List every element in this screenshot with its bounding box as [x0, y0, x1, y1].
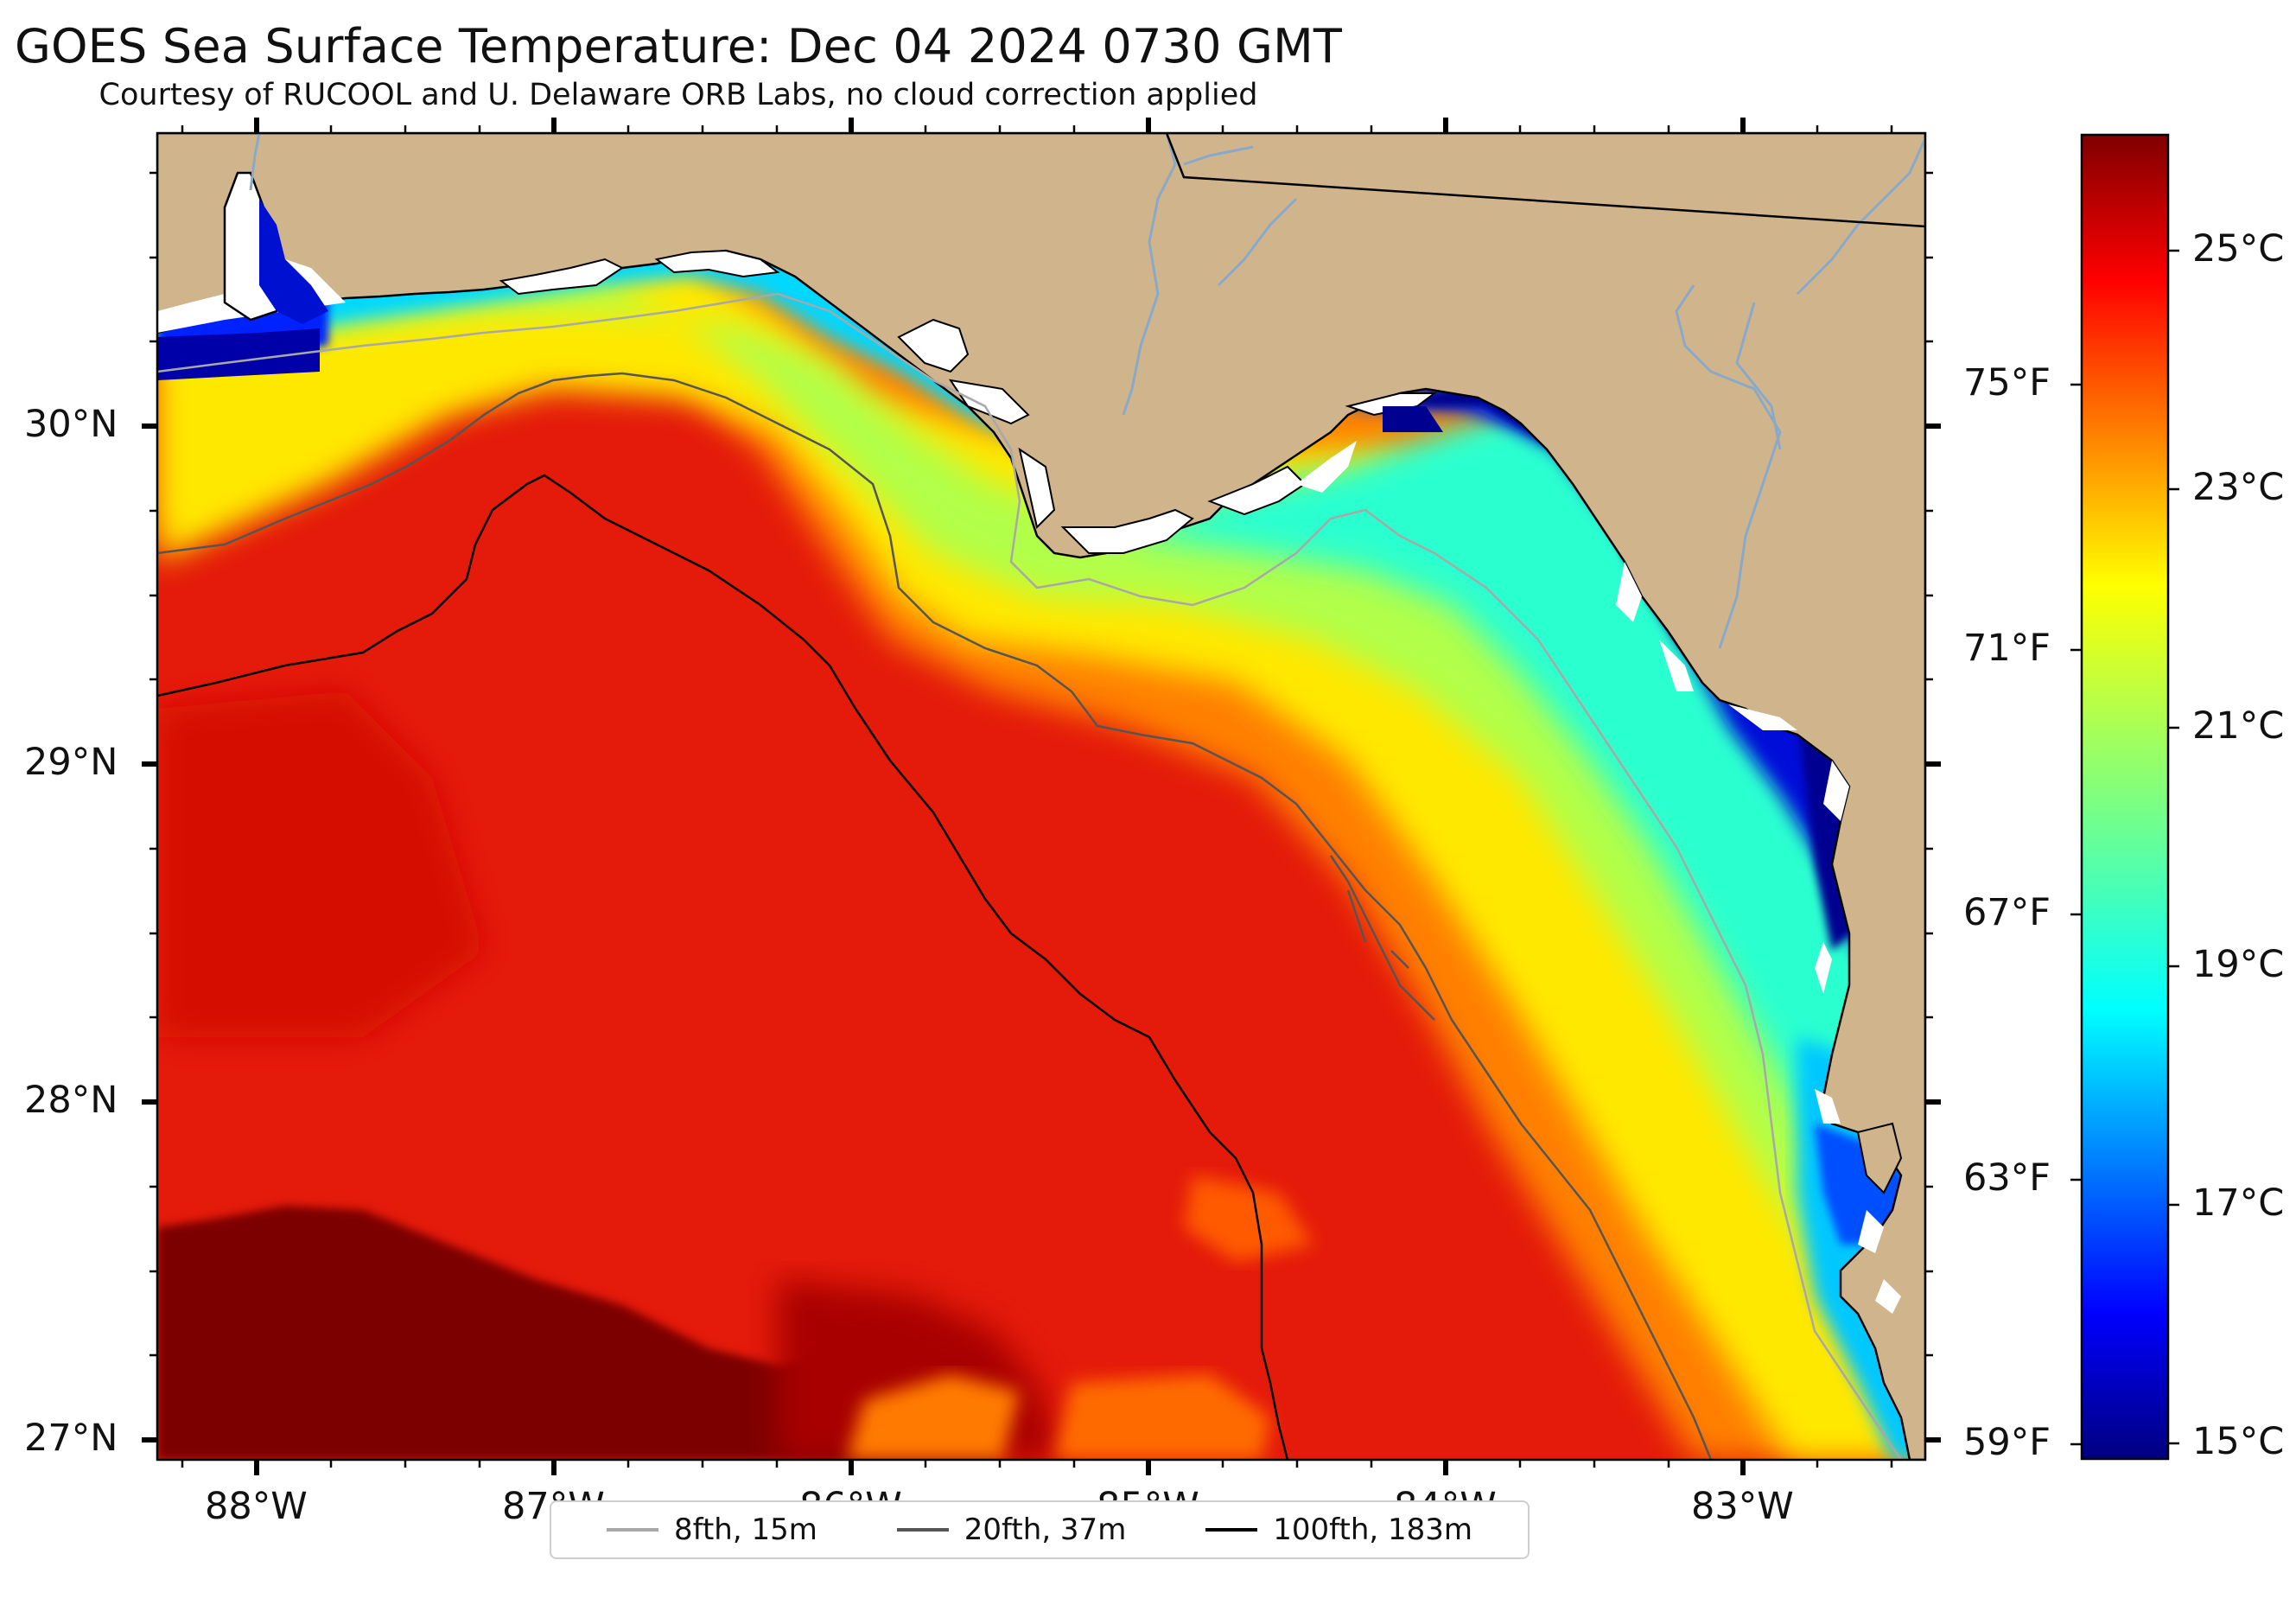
colorbar-c-label: 15°C	[2192, 1420, 2285, 1463]
legend-swatch	[1205, 1528, 1258, 1532]
colorbar-f-label: 67°F	[1963, 891, 2051, 934]
lon-label: 83°W	[1691, 1485, 1794, 1528]
legend-item-100fth: 100fth, 183m	[1205, 1513, 1472, 1547]
lat-label: 30°N	[24, 403, 118, 446]
legend-label: 20fth, 37m	[964, 1513, 1127, 1547]
colorbar-f-label: 71°F	[1963, 627, 2051, 670]
legend-swatch	[606, 1528, 658, 1532]
lon-label: 88°W	[205, 1485, 308, 1528]
minor-longitude-ticks	[181, 125, 1893, 1468]
colorbar-c-label: 25°C	[2192, 227, 2285, 271]
colorbar-f-label: 63°F	[1963, 1156, 2051, 1200]
map-frame	[156, 131, 1927, 1462]
isobath-100fth	[157, 474, 1289, 1460]
colorbar-c-label: 17°C	[2192, 1181, 2285, 1225]
colorbar-celsius-ticks	[2168, 249, 2179, 1445]
colorbar-c-label: 23°C	[2192, 466, 2285, 509]
lat-label: 28°N	[24, 1079, 118, 1122]
latitude-ticks	[142, 424, 1941, 1442]
colorbar-c-label: 21°C	[2192, 704, 2285, 748]
legend-label: 8fth, 15m	[673, 1513, 817, 1547]
map-subtitle: Courtesy of RUCOOL and U. Delaware ORB L…	[99, 78, 1258, 112]
legend-item-20fth: 20fth, 37m	[896, 1513, 1127, 1547]
colorbar	[2080, 133, 2170, 1461]
colorbar-c-label: 19°C	[2192, 943, 2285, 986]
colorbar-f-label: 75°F	[1963, 361, 2051, 404]
isobath-8fth	[157, 292, 1903, 1460]
map-panel	[157, 133, 1925, 1460]
legend-item-8fth: 8fth, 15m	[606, 1513, 817, 1547]
longitude-ticks	[254, 118, 1746, 1475]
state-border	[1165, 133, 1925, 228]
isobath-20fth	[157, 372, 1713, 1460]
river-lines	[249, 133, 1925, 649]
lat-label: 29°N	[24, 741, 118, 784]
isobath-legend: 8fth, 15m 20fth, 37m 100fth, 183m	[550, 1500, 1530, 1559]
legend-label: 100fth, 183m	[1273, 1513, 1473, 1547]
minor-latitude-ticks	[149, 171, 1933, 1357]
colorbar-fahrenheit-ticks	[2070, 383, 2082, 1446]
legend-swatch	[896, 1528, 949, 1532]
colorbar-f-label: 59°F	[1963, 1421, 2051, 1464]
lat-label: 27°N	[24, 1417, 118, 1460]
map-title: GOES Sea Surface Temperature: Dec 04 202…	[14, 19, 1343, 73]
